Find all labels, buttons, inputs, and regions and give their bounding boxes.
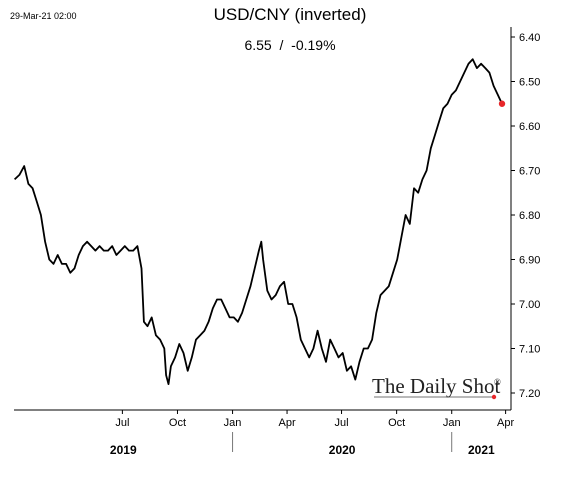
chart-title: USD/CNY (inverted) — [214, 5, 367, 24]
y-tick-label: 6.60 — [519, 121, 540, 133]
x-tick-label: Jul — [335, 417, 349, 429]
y-tick-label: 7.10 — [519, 344, 540, 356]
y-tick-label: 7.00 — [519, 299, 540, 311]
current-readout: 6.55 / -0.19% — [244, 37, 335, 53]
year-label: 2019 — [110, 443, 137, 457]
x-tick-label: Apr — [278, 417, 295, 429]
last-point-marker — [498, 100, 506, 107]
watermark-dot — [491, 394, 497, 400]
x-tick-label: Jan — [443, 417, 461, 429]
year-labels: 2019 2020 2021 — [110, 443, 495, 457]
x-tick-label: Apr — [497, 417, 514, 429]
y-tick-label: 6.80 — [519, 210, 540, 222]
x-axis-ticks: Jul Oct Jan Apr Jul Oct Jan Apr — [115, 410, 515, 429]
y-tick-label: 6.70 — [519, 166, 540, 178]
y-tick-label: 7.20 — [519, 388, 540, 400]
date-label: 29-Mar-21 02:00 — [10, 11, 77, 21]
watermark-registered-mark: ® — [494, 377, 501, 387]
series-line — [13, 58, 503, 385]
x-tick-label: Jan — [224, 417, 242, 429]
y-tick-label: 6.40 — [519, 32, 540, 44]
year-label: 2020 — [329, 443, 356, 457]
x-tick-label: Oct — [169, 417, 186, 429]
watermark-text: The Daily Shot — [372, 374, 500, 398]
year-label: 2021 — [468, 443, 495, 457]
x-tick-label: Jul — [115, 417, 129, 429]
year-dividers — [232, 432, 453, 452]
y-tick-label: 6.90 — [519, 255, 540, 267]
x-tick-label: Oct — [388, 417, 405, 429]
watermark: The Daily Shot ® — [372, 374, 501, 400]
y-axis-ticks: 6.40 6.50 6.60 6.70 6.80 6.90 7.00 7.10 7.20 — [511, 32, 540, 400]
y-tick-label: 6.50 — [519, 77, 540, 89]
